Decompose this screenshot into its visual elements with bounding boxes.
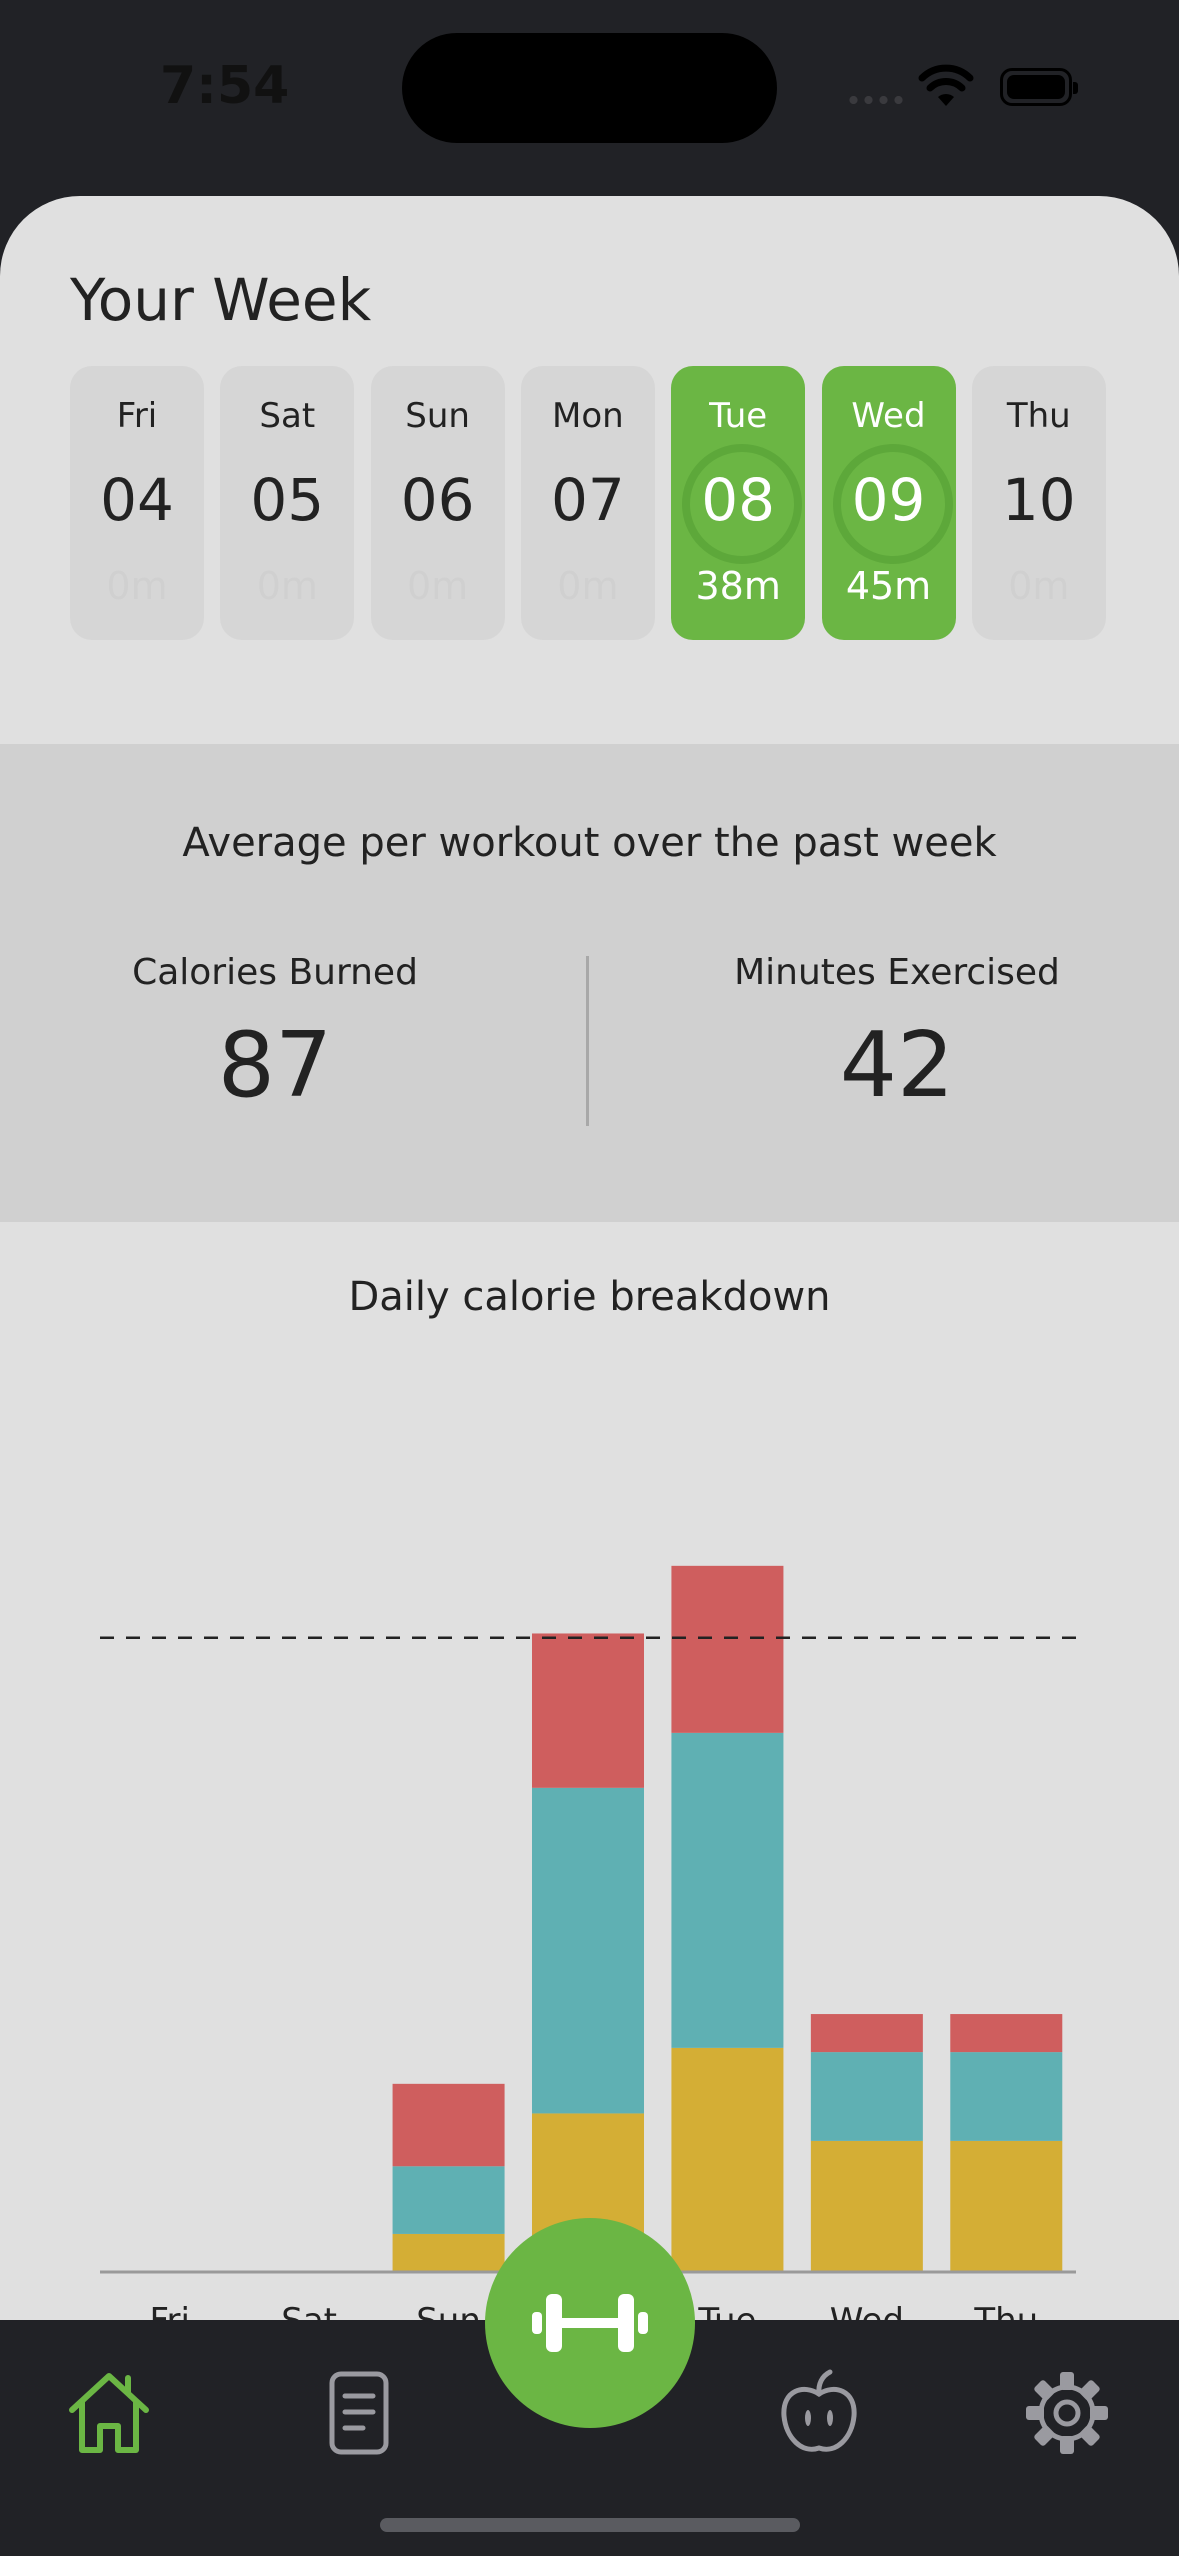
bar-fat-tue bbox=[671, 2047, 784, 2272]
day-number-text: 04 bbox=[100, 466, 174, 534]
day-number: 08 bbox=[671, 444, 805, 564]
day-card-tue[interactable]: Tue 08 38m bbox=[671, 366, 806, 640]
day-card-wed[interactable]: Wed 09 45m bbox=[821, 366, 956, 640]
day-number: 06 bbox=[371, 466, 505, 534]
bar-protein-mon bbox=[532, 1633, 644, 1788]
week-title: Your Week bbox=[70, 266, 372, 334]
day-name: Fri bbox=[116, 396, 158, 436]
day-name: Mon bbox=[552, 396, 624, 436]
day-card-sun[interactable]: Sun 06 0m bbox=[370, 366, 505, 640]
day-minutes: 0m bbox=[406, 564, 469, 608]
day-number-text: 10 bbox=[1001, 466, 1076, 534]
day-name: Tue bbox=[709, 396, 768, 436]
bar-fat-wed bbox=[810, 2140, 923, 2272]
day-number-text: 08 bbox=[701, 466, 776, 534]
status-bar: 7:54 bbox=[0, 0, 1179, 180]
day-minutes: 45m bbox=[845, 564, 932, 608]
day-name: Wed bbox=[851, 396, 926, 436]
home-icon[interactable] bbox=[64, 2368, 154, 2458]
bar-protein-wed bbox=[810, 2014, 923, 2053]
calories-value: 87 bbox=[217, 1013, 333, 1118]
x-tick-label: Fri bbox=[149, 2301, 190, 2320]
day-number-text: 07 bbox=[550, 466, 625, 534]
day-number-text: 09 bbox=[851, 466, 926, 534]
x-tick-label: Sat bbox=[281, 2301, 337, 2320]
bar-protein-sun bbox=[392, 2083, 505, 2167]
day-minutes: 0m bbox=[106, 564, 168, 608]
day-name: Sat bbox=[259, 396, 316, 436]
minutes-stat: Minutes Exercised 42 bbox=[672, 952, 1122, 1118]
status-time: 7:54 bbox=[160, 56, 290, 116]
bar-protein-tue bbox=[671, 1565, 784, 1733]
dynamic-island bbox=[402, 33, 777, 143]
average-panel: Average per workout over the past week C… bbox=[0, 744, 1179, 1222]
bar-fat-thu bbox=[950, 2140, 1063, 2272]
bar-carbs-wed bbox=[810, 2052, 923, 2141]
x-tick-label: Tue bbox=[697, 2301, 756, 2320]
day-name: Thu bbox=[1006, 396, 1071, 436]
nutrition-icon[interactable] bbox=[774, 2368, 864, 2458]
home-indicator bbox=[380, 2518, 800, 2532]
day-card-mon[interactable]: Mon 07 0m bbox=[520, 366, 655, 640]
signal-icon bbox=[846, 96, 906, 104]
bar-fat-sun bbox=[392, 2233, 505, 2272]
calorie-chart: Daily calorie breakdown FriSatSunMonTueW… bbox=[0, 1222, 1179, 2320]
wifi-icon bbox=[918, 64, 974, 106]
stat-divider bbox=[586, 956, 589, 1126]
day-minutes: 0m bbox=[256, 564, 318, 608]
day-card-sat[interactable]: Sat 05 0m bbox=[220, 366, 355, 640]
calorie-chart-svg: FriSatSunMonTueWedThuProteinCarbsFat1500… bbox=[100, 1565, 1076, 2320]
log-icon[interactable] bbox=[314, 2368, 404, 2458]
day-number-text: 05 bbox=[250, 466, 325, 534]
day-card-fri[interactable]: Fri 04 0m bbox=[70, 366, 204, 640]
minutes-value: 42 bbox=[839, 1013, 955, 1118]
day-number-text: 06 bbox=[400, 466, 475, 534]
day-number: 09 bbox=[822, 444, 956, 564]
minutes-label: Minutes Exercised bbox=[734, 952, 1060, 993]
dumbbell-icon bbox=[532, 2294, 648, 2352]
day-minutes: 0m bbox=[557, 564, 619, 608]
day-number: 05 bbox=[220, 466, 354, 534]
day-number: 07 bbox=[521, 466, 655, 534]
bar-carbs-tue bbox=[671, 1732, 784, 2048]
bar-carbs-mon bbox=[532, 1787, 644, 2114]
bar-carbs-thu bbox=[950, 2052, 1063, 2141]
calories-label: Calories Burned bbox=[132, 952, 418, 993]
battery-icon bbox=[1000, 68, 1078, 106]
average-title: Average per workout over the past week bbox=[182, 820, 997, 866]
chart-title: Daily calorie breakdown bbox=[348, 1274, 831, 1320]
x-tick-label: Wed bbox=[830, 2301, 904, 2320]
day-number: 10 bbox=[972, 466, 1106, 534]
day-card-thu[interactable]: Thu 10 0m bbox=[971, 366, 1106, 640]
x-tick-label: Sun bbox=[416, 2301, 481, 2320]
workout-button[interactable] bbox=[485, 2218, 695, 2428]
day-number: 04 bbox=[70, 466, 204, 534]
bar-carbs-sun bbox=[392, 2166, 505, 2234]
x-tick-label: Thu bbox=[973, 2301, 1038, 2320]
calories-stat: Calories Burned 87 bbox=[50, 952, 500, 1118]
settings-icon[interactable] bbox=[1022, 2368, 1112, 2458]
day-name: Sun bbox=[405, 396, 470, 436]
main-sheet: Your Week Fri 04 0m Sat 05 0m Sun 06 0m Mon 07 0m Tu… bbox=[0, 196, 1179, 2320]
day-minutes: 38m bbox=[695, 564, 781, 608]
bar-protein-thu bbox=[950, 2014, 1063, 2053]
day-minutes: 0m bbox=[1008, 564, 1070, 608]
